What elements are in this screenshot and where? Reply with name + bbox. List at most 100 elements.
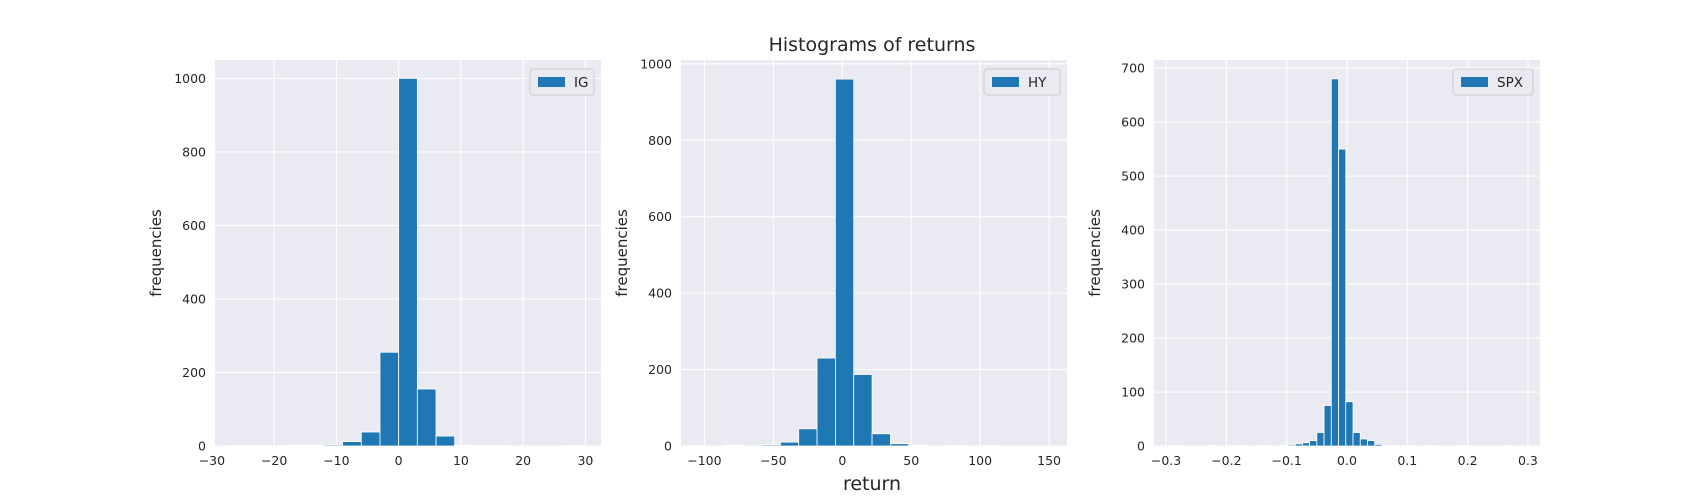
histogram-bar bbox=[779, 441, 800, 447]
x-tick-label: 100 bbox=[968, 453, 992, 468]
histogram-bar bbox=[1367, 440, 1376, 447]
plot-area bbox=[681, 60, 1067, 446]
y-tick-label: 500 bbox=[1121, 169, 1145, 184]
histogram-bar bbox=[1258, 445, 1267, 447]
histogram-bar bbox=[908, 444, 928, 447]
histogram-bar bbox=[416, 388, 437, 447]
histogram-bar bbox=[379, 351, 400, 447]
legend: HY bbox=[983, 68, 1061, 96]
histogram-bar bbox=[1461, 445, 1470, 447]
histogram-bar bbox=[1359, 438, 1368, 447]
y-axis-label: frequencies bbox=[613, 209, 631, 297]
histogram-panel-spx: −0.3 −0.2 −0.1 0.0 0.1 0.2 0.3 0 100 200 300 400 500… bbox=[1086, 60, 1540, 468]
histogram-bar bbox=[1171, 445, 1180, 447]
histogram-bar bbox=[1403, 445, 1412, 447]
histogram-bar bbox=[798, 428, 818, 447]
y-tick-label: 1000 bbox=[174, 71, 206, 86]
y-tick-label: 0 bbox=[198, 439, 206, 454]
legend-label: IG bbox=[574, 75, 588, 91]
x-tick-label: 0 bbox=[395, 453, 403, 468]
y-axis-label: frequencies bbox=[147, 209, 165, 297]
histogram-bar bbox=[853, 374, 873, 447]
legend-frame bbox=[1452, 68, 1534, 96]
x-tick-label: −30 bbox=[199, 453, 225, 468]
histogram-bar bbox=[890, 443, 910, 447]
legend-frame bbox=[983, 68, 1061, 96]
y-tick-label: 800 bbox=[648, 133, 672, 148]
y-tick-label: 600 bbox=[648, 209, 672, 224]
histogram-bar bbox=[1294, 443, 1303, 447]
x-tick-label: −20 bbox=[261, 453, 287, 468]
legend-swatch bbox=[1461, 77, 1488, 87]
histogram-bar bbox=[454, 444, 474, 447]
y-tick-label: 600 bbox=[182, 218, 206, 233]
y-tick-label: 200 bbox=[648, 362, 672, 377]
histogram-bar bbox=[1323, 405, 1332, 447]
y-tick-label: 0 bbox=[664, 439, 672, 454]
histogram-bar bbox=[1388, 445, 1397, 447]
y-tick-label: 400 bbox=[648, 286, 672, 301]
histogram-panels: −30 −20 −10 0 10 20 3002004006008001000frequen… bbox=[147, 56, 1540, 468]
histogram-bar bbox=[816, 357, 836, 447]
histogram-bar bbox=[1236, 445, 1245, 447]
figure-title: Histograms of returns bbox=[769, 34, 976, 56]
histogram-bar bbox=[398, 77, 418, 447]
legend-label: SPX bbox=[1497, 75, 1523, 91]
histogram-bar bbox=[1425, 445, 1434, 447]
y-tick-label: 700 bbox=[1121, 61, 1145, 76]
x-tick-label: −10 bbox=[323, 453, 349, 468]
histogram-panel-ig: −30 −20 −10 0 10 20 30 0 200 400 600 800 1000 frequen… bbox=[147, 60, 601, 468]
y-tick-label: 1000 bbox=[640, 56, 672, 71]
histogram-panel-hy: −100 −50 0 50 100 150 0 200 400 600 800 1000 frequen… bbox=[613, 56, 1067, 468]
histogram-bar bbox=[286, 444, 306, 447]
histogram-bar bbox=[1316, 432, 1325, 447]
y-tick-label: 800 bbox=[182, 144, 206, 159]
histogram-bar bbox=[1287, 444, 1296, 447]
x-tick-label: 0.0 bbox=[1337, 453, 1357, 468]
histogram-bar bbox=[323, 444, 344, 447]
histogram-bar bbox=[1338, 148, 1347, 447]
legend: IG bbox=[529, 68, 595, 96]
legend: SPX bbox=[1452, 68, 1534, 96]
histogram-bar bbox=[1345, 401, 1354, 447]
x-tick-label: −0.1 bbox=[1272, 453, 1302, 468]
histogram-bar bbox=[360, 431, 381, 447]
y-tick-label: 200 bbox=[1121, 331, 1145, 346]
x-tick-label: −0.3 bbox=[1151, 453, 1181, 468]
legend-swatch bbox=[992, 77, 1019, 87]
histogram-bar bbox=[1330, 78, 1339, 447]
x-tick-label: 50 bbox=[903, 453, 919, 468]
histogram-bar bbox=[435, 435, 456, 447]
histogram-bar bbox=[1207, 445, 1216, 447]
histogram-bar bbox=[342, 441, 362, 447]
histogram-bar bbox=[724, 444, 745, 447]
histogram-bar bbox=[1280, 445, 1289, 447]
figure-xlabel: return bbox=[843, 473, 901, 495]
histogram-bar bbox=[871, 433, 891, 447]
x-tick-label: 0.1 bbox=[1397, 453, 1417, 468]
y-tick-label: 400 bbox=[1121, 223, 1145, 238]
x-tick-label: 10 bbox=[453, 453, 469, 468]
y-tick-label: 600 bbox=[1121, 115, 1145, 130]
y-tick-label: 300 bbox=[1121, 277, 1145, 292]
histogram-bar bbox=[1301, 442, 1311, 447]
x-tick-label: 0.2 bbox=[1458, 453, 1478, 468]
x-tick-label: 30 bbox=[577, 453, 593, 468]
histogram-bar bbox=[1309, 440, 1318, 447]
x-tick-label: −50 bbox=[760, 453, 786, 468]
x-tick-label: 0 bbox=[838, 453, 846, 468]
histogram-bar bbox=[1352, 432, 1361, 447]
histogram-bar bbox=[761, 444, 781, 447]
y-tick-label: 100 bbox=[1121, 385, 1145, 400]
legend-label: HY bbox=[1028, 75, 1047, 91]
histogram-bar bbox=[1374, 443, 1383, 447]
y-axis-label: frequencies bbox=[1086, 209, 1104, 297]
histogram-bar bbox=[1504, 445, 1513, 447]
x-tick-label: −100 bbox=[687, 453, 721, 468]
y-tick-label: 0 bbox=[1137, 439, 1145, 454]
histogram-bar bbox=[835, 78, 855, 447]
x-tick-label: 0.3 bbox=[1518, 453, 1538, 468]
x-tick-label: −0.2 bbox=[1211, 453, 1241, 468]
y-tick-label: 200 bbox=[182, 365, 206, 380]
